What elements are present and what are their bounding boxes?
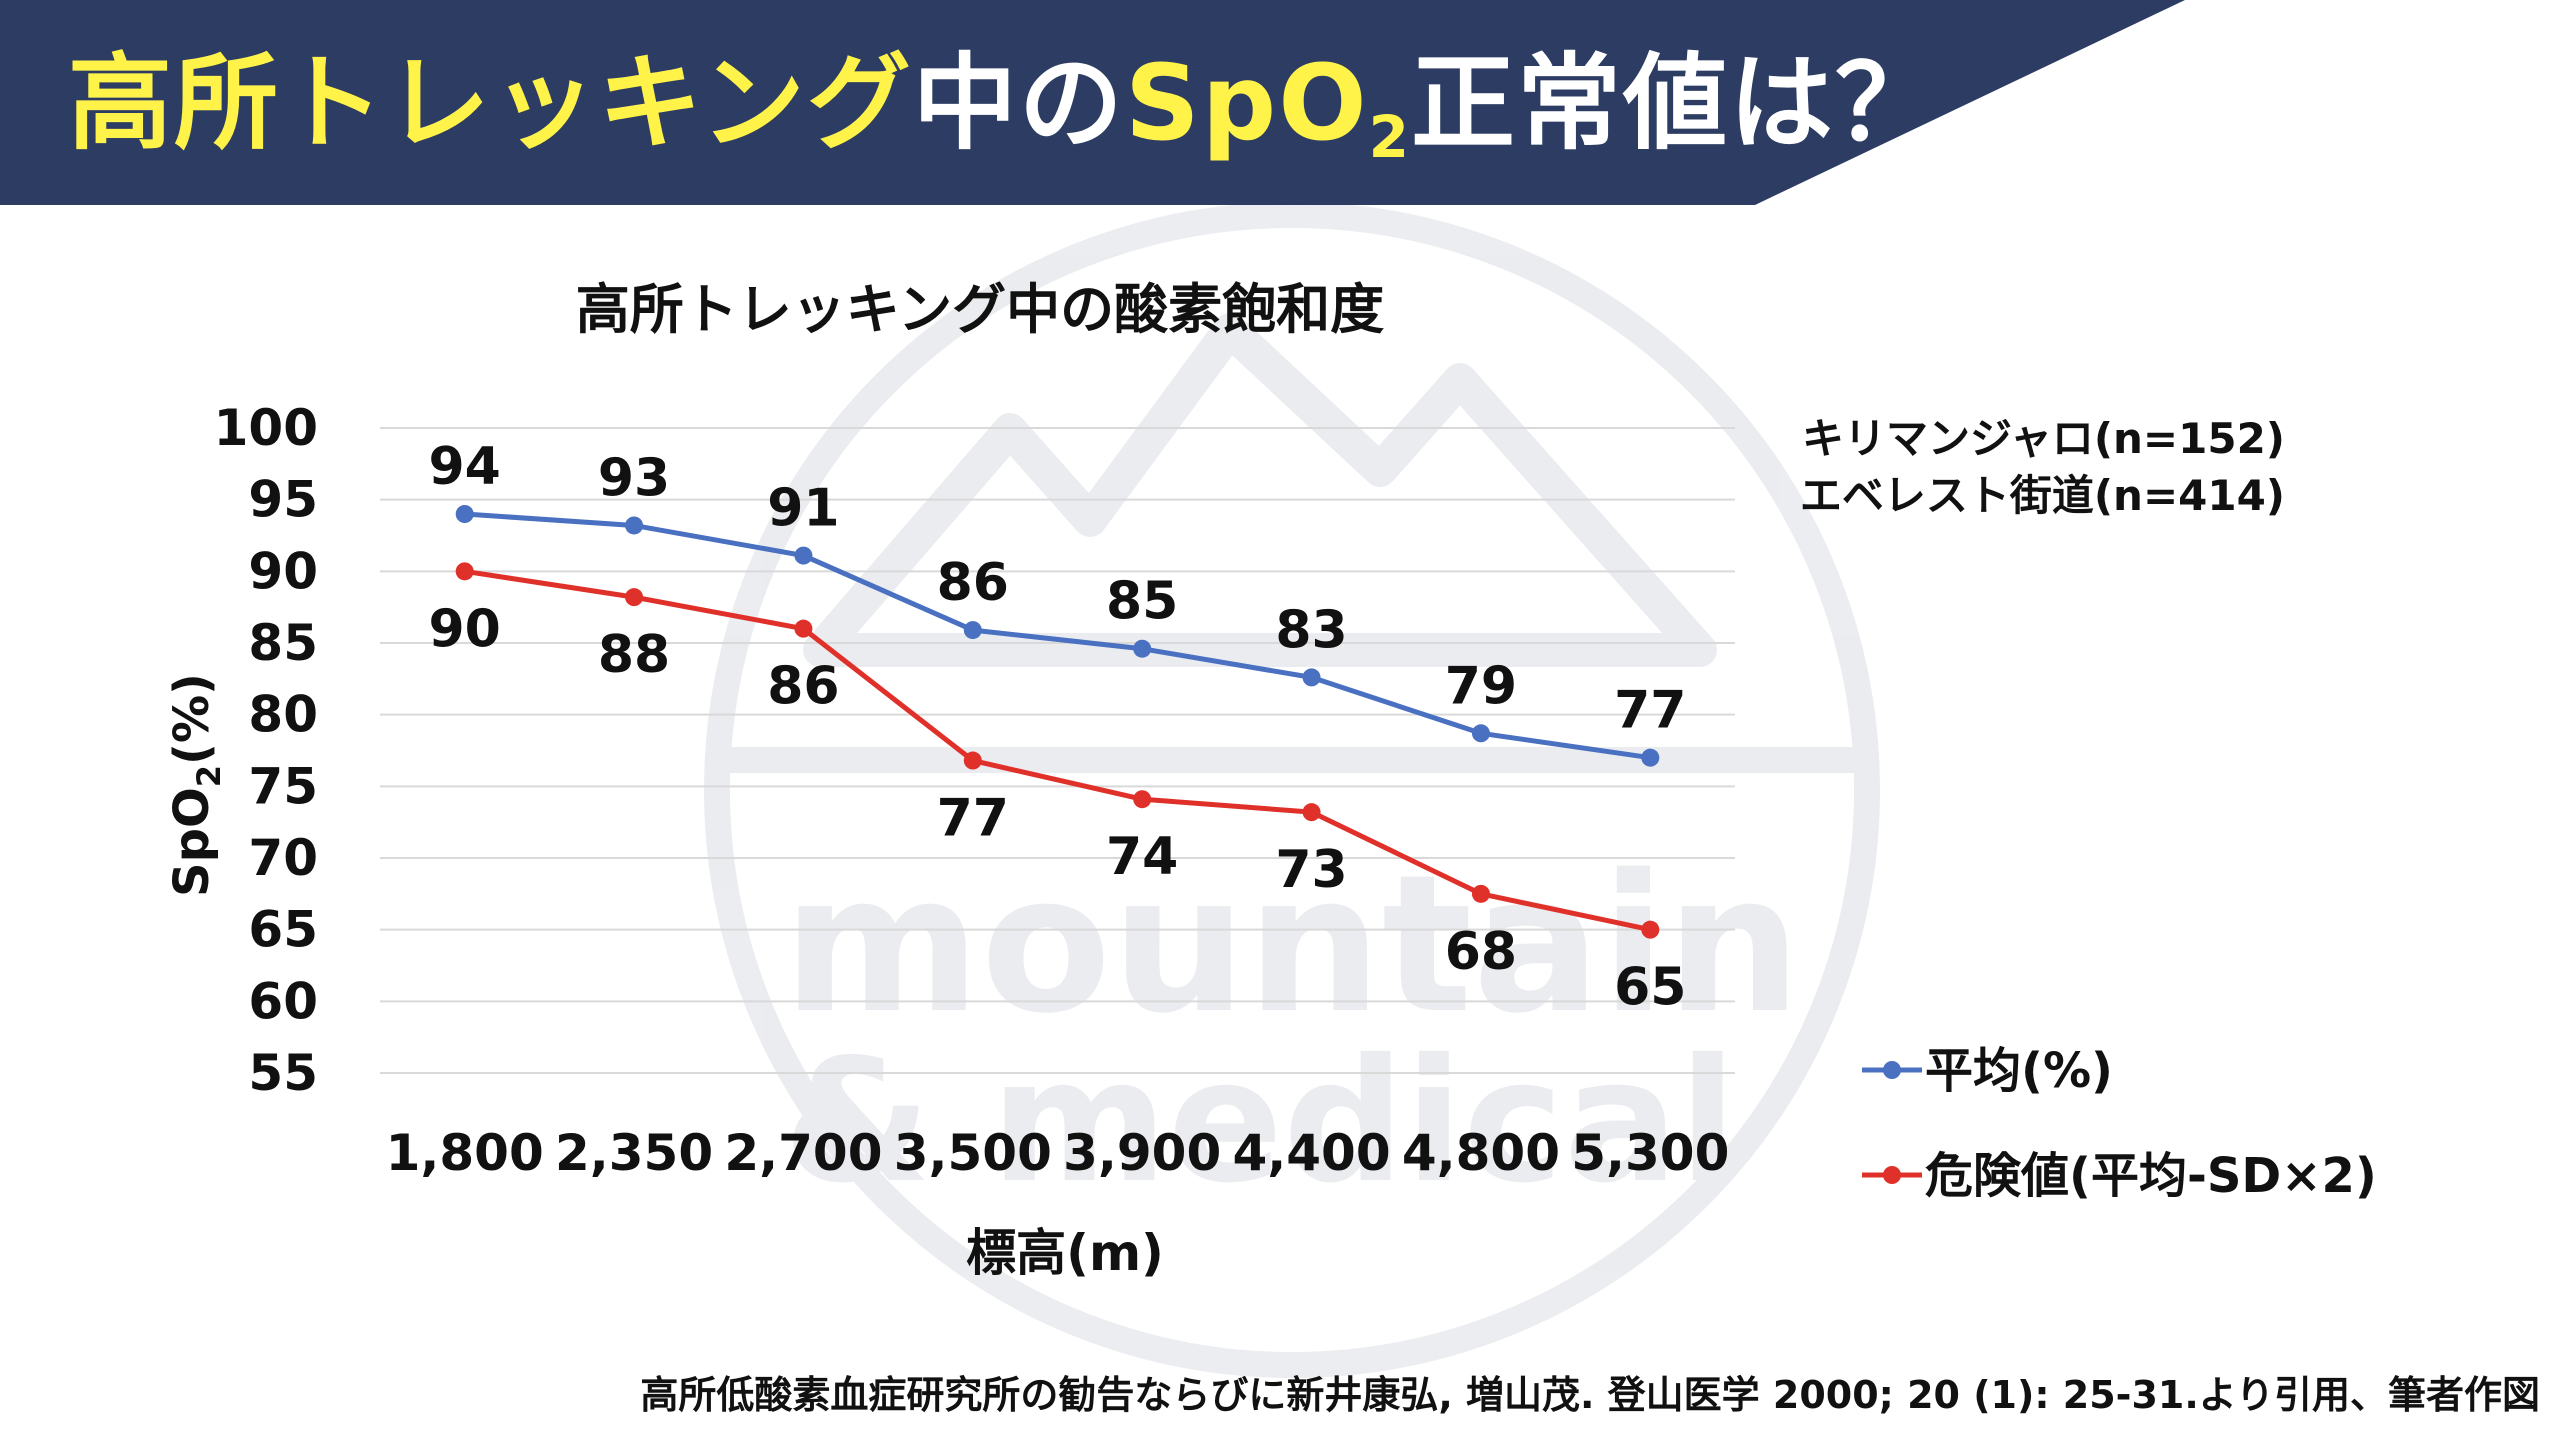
data-label: 90	[429, 599, 501, 659]
data-label: 65	[1614, 958, 1686, 1018]
data-point	[1133, 790, 1152, 809]
data-label: 77	[937, 789, 1009, 849]
chart-subtitle-line2: エベレスト街道(n=414)	[1800, 471, 2285, 520]
data-point	[625, 588, 644, 607]
data-point	[963, 751, 982, 770]
data-point	[963, 621, 982, 640]
y-tick-label: 95	[248, 471, 318, 529]
y-tick-label: 60	[248, 972, 318, 1030]
data-label: 86	[767, 657, 839, 717]
chart-title: 高所トレッキング中の酸素飽和度	[576, 278, 1384, 341]
title-banner	[0, 0, 2185, 205]
mountain-icon	[803, 313, 1717, 667]
data-label: 74	[1106, 827, 1178, 887]
data-point	[1471, 884, 1490, 903]
title-highlight-trekking: 高所トレッキング	[68, 42, 913, 164]
y-tick-label: 85	[248, 614, 318, 672]
data-label: 73	[1275, 840, 1347, 900]
title-text-end: 正常値は？	[1411, 42, 1942, 164]
data-point	[1471, 724, 1490, 743]
legend-label: 平均(%)	[1925, 1043, 2113, 1099]
legend-item-0: 平均(%)	[1862, 1043, 2113, 1099]
watermark-line2: & medical	[783, 1023, 1737, 1221]
legend: 平均(%) 危険値(平均-SD×2)	[1862, 1043, 2377, 1204]
data-label: 88	[598, 625, 670, 685]
data-point	[794, 619, 813, 638]
x-tick-label: 1,800	[386, 1124, 544, 1182]
legend-marker	[1883, 1166, 1901, 1184]
x-tick-label: 4,400	[1232, 1124, 1390, 1182]
gridlines	[380, 427, 1735, 1074]
series-1: 90 88 86 77 74 73 68 65	[429, 562, 1687, 1018]
y-tick-label: 100	[214, 399, 318, 457]
data-label: 93	[598, 448, 670, 508]
data-label: 91	[767, 479, 839, 539]
data-label: 94	[429, 437, 501, 497]
legend-marker	[1883, 1061, 1901, 1079]
legend-label: 危険値(平均-SD×2)	[1925, 1148, 2377, 1204]
data-point	[455, 505, 474, 523]
chart-subtitle-line1: キリマンジャロ(n=152)	[1802, 414, 2285, 463]
data-point	[1641, 748, 1660, 767]
data-point	[625, 516, 644, 535]
y-tick-label: 75	[248, 757, 318, 815]
x-tick-label: 4,800	[1402, 1124, 1560, 1182]
y-axis-ticks: 100 95 90 85 80 75 70 65 60 55	[214, 399, 318, 1102]
data-point	[1133, 639, 1152, 658]
x-axis-label: 標高(m)	[966, 1224, 1164, 1282]
title-highlight-spo: SpO	[1124, 42, 1369, 164]
x-tick-label: 2,700	[724, 1124, 882, 1182]
x-axis-ticks: 1,800 2,350 2,700 3,500 3,900 4,400 4,800 5,300	[386, 1124, 1730, 1182]
data-label: 79	[1445, 656, 1517, 716]
series-line-0	[464, 511, 1651, 761]
y-tick-label: 90	[248, 542, 318, 600]
watermark-circle	[704, 202, 1880, 1378]
y-tick-label: 80	[248, 686, 318, 744]
data-point	[1641, 920, 1660, 939]
title-subscript: 2	[1368, 103, 1412, 171]
series-line-1	[464, 568, 1651, 933]
data-label: 85	[1106, 572, 1178, 632]
series-layer: 94 93 91 86 85 83 79 77 90 88 86 77 74 73 68 65	[429, 437, 1687, 1018]
x-tick-label: 5,300	[1571, 1124, 1729, 1182]
y-tick-label: 55	[248, 1044, 318, 1102]
x-tick-label: 2,350	[555, 1124, 713, 1182]
y-axis-label: SpO2(%)	[164, 673, 228, 897]
legend-item-1: 危険値(平均-SD×2)	[1862, 1148, 2377, 1204]
data-point	[455, 562, 474, 581]
y-tick-label: 65	[248, 901, 318, 959]
data-point	[1302, 668, 1321, 687]
watermark-line1: mountain	[783, 834, 1801, 1055]
x-tick-label: 3,500	[894, 1124, 1052, 1182]
citation-footer: 高所低酸素血症研究所の勧告ならびに新井康弘, 増山茂. 登山医学 2000; 2…	[640, 1373, 2540, 1417]
data-label: 83	[1275, 600, 1347, 660]
data-label: 86	[937, 553, 1009, 613]
title-text-middle: 中の	[912, 42, 1125, 164]
page-title: 高所トレッキング中のSpO2正常値は？	[68, 28, 1941, 178]
data-label: 68	[1445, 922, 1517, 982]
x-tick-label: 3,900	[1063, 1124, 1221, 1182]
data-label: 77	[1614, 681, 1686, 741]
y-tick-label: 70	[248, 829, 318, 887]
data-point	[794, 546, 813, 565]
series-0: 94 93 91 86 85 83 79 77	[429, 437, 1687, 767]
data-point	[1302, 803, 1321, 822]
